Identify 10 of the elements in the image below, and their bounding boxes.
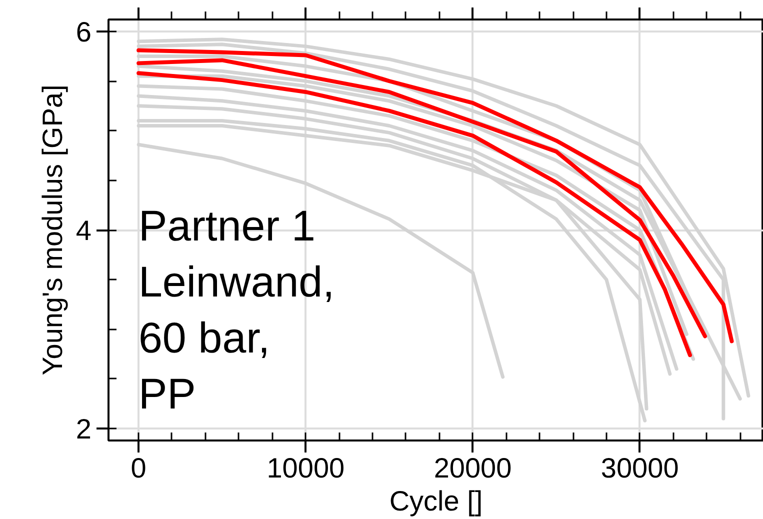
x-tick-label: 20000	[434, 452, 512, 484]
x-axis-title: Cycle []	[389, 486, 483, 516]
y-tick-label: 4	[76, 215, 92, 246]
x-tick-label: 0	[130, 452, 146, 484]
x-tick-label: 10000	[266, 452, 345, 484]
x-tick-label: 30000	[600, 452, 679, 484]
annotation: Partner 1 Leinwand, 60 bar, PP	[138, 202, 335, 418]
y-tick-label: 2	[76, 414, 92, 445]
y-tick-label: 6	[76, 16, 92, 48]
y-axis-title: Young's modulus [GPa]	[36, 84, 68, 376]
